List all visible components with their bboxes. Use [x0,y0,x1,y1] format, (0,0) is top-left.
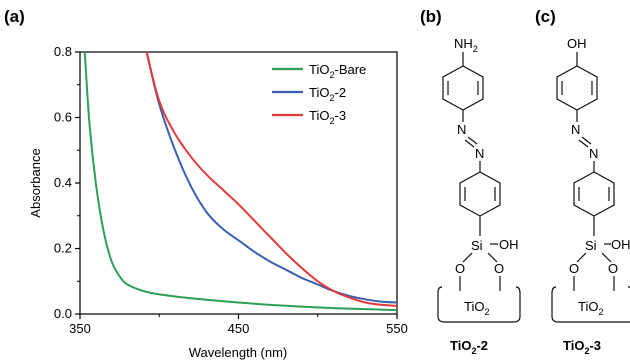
x-axis-label: Wavelength (nm) [189,345,288,360]
y-tick-label: 0.6 [54,110,72,125]
legend: TiO2-Bare TiO2-2 TiO2-3 [272,62,366,126]
silanol-c: OH [611,237,630,252]
panel-label-b: (b) [420,7,442,26]
x-tick-label: 350 [69,321,91,336]
tio2-support-b [437,286,521,323]
benzene-ring-upper-b [442,65,484,111]
oxygen-right-b: O [494,261,504,276]
y-axis-label: Absorbance [28,148,43,217]
legend-entry-tio2-2: TiO2-2 [309,85,346,103]
plot-frame [79,51,398,315]
silicon-atom-b: Si [471,238,483,253]
silicon-atom-c: Si [585,238,597,253]
support-label-b: TiO2 [464,299,489,317]
y-tick-label: 0.8 [54,44,72,59]
benzene-ring-lower-b [459,171,501,217]
benzene-ring-upper-c [556,65,598,111]
azo-n2-c: N [589,146,598,161]
azo-n1-b: N [457,122,466,137]
series-curves [83,52,397,312]
panel-label-c: (c) [535,7,556,26]
x-tick-label: 550 [386,321,408,336]
axis-ticks: 0.0 0.2 0.4 0.6 0.8 350 450 550 [54,44,408,336]
series-line-tio2-2 [145,52,397,304]
absorbance-chart: 0.0 0.2 0.4 0.6 0.8 350 450 550 Wavelength (nm)… [28,44,408,360]
y-tick-label: 0.0 [54,306,72,321]
oxygen-left-b: O [455,261,465,276]
benzene-ring-lower-c [573,171,615,217]
legend-entry-tio2-3: TiO2-3 [309,108,346,126]
oxygen-right-c: O [608,261,618,276]
azo-n2-b: N [475,146,484,161]
caption-b: TiO2-2 [450,338,488,356]
series-line-tio2-3 [145,52,397,307]
y-tick-label: 0.4 [54,175,72,190]
series-line-tio2-bare [83,52,397,312]
structure-c: OH N N Si OH O O TiO2 TiO2-3 [551,36,630,356]
support-label-c: TiO2 [578,299,603,317]
legend-entry-tio2-bare: TiO2-Bare [309,62,366,80]
structure-b: NH2 N N Si OH O O TiO2 TiO2-2 [437,36,521,356]
panel-label-a: (a) [4,7,25,26]
x-tick-label: 450 [228,321,250,336]
hydroxyl-group-label: OH [567,36,587,51]
oxygen-left-c: O [569,261,579,276]
caption-c: TiO2-3 [563,338,601,356]
amino-group-label: NH2 [454,36,478,54]
silanol-b: OH [499,237,519,252]
y-tick-label: 0.2 [54,241,72,256]
azo-n1-c: N [571,122,580,137]
